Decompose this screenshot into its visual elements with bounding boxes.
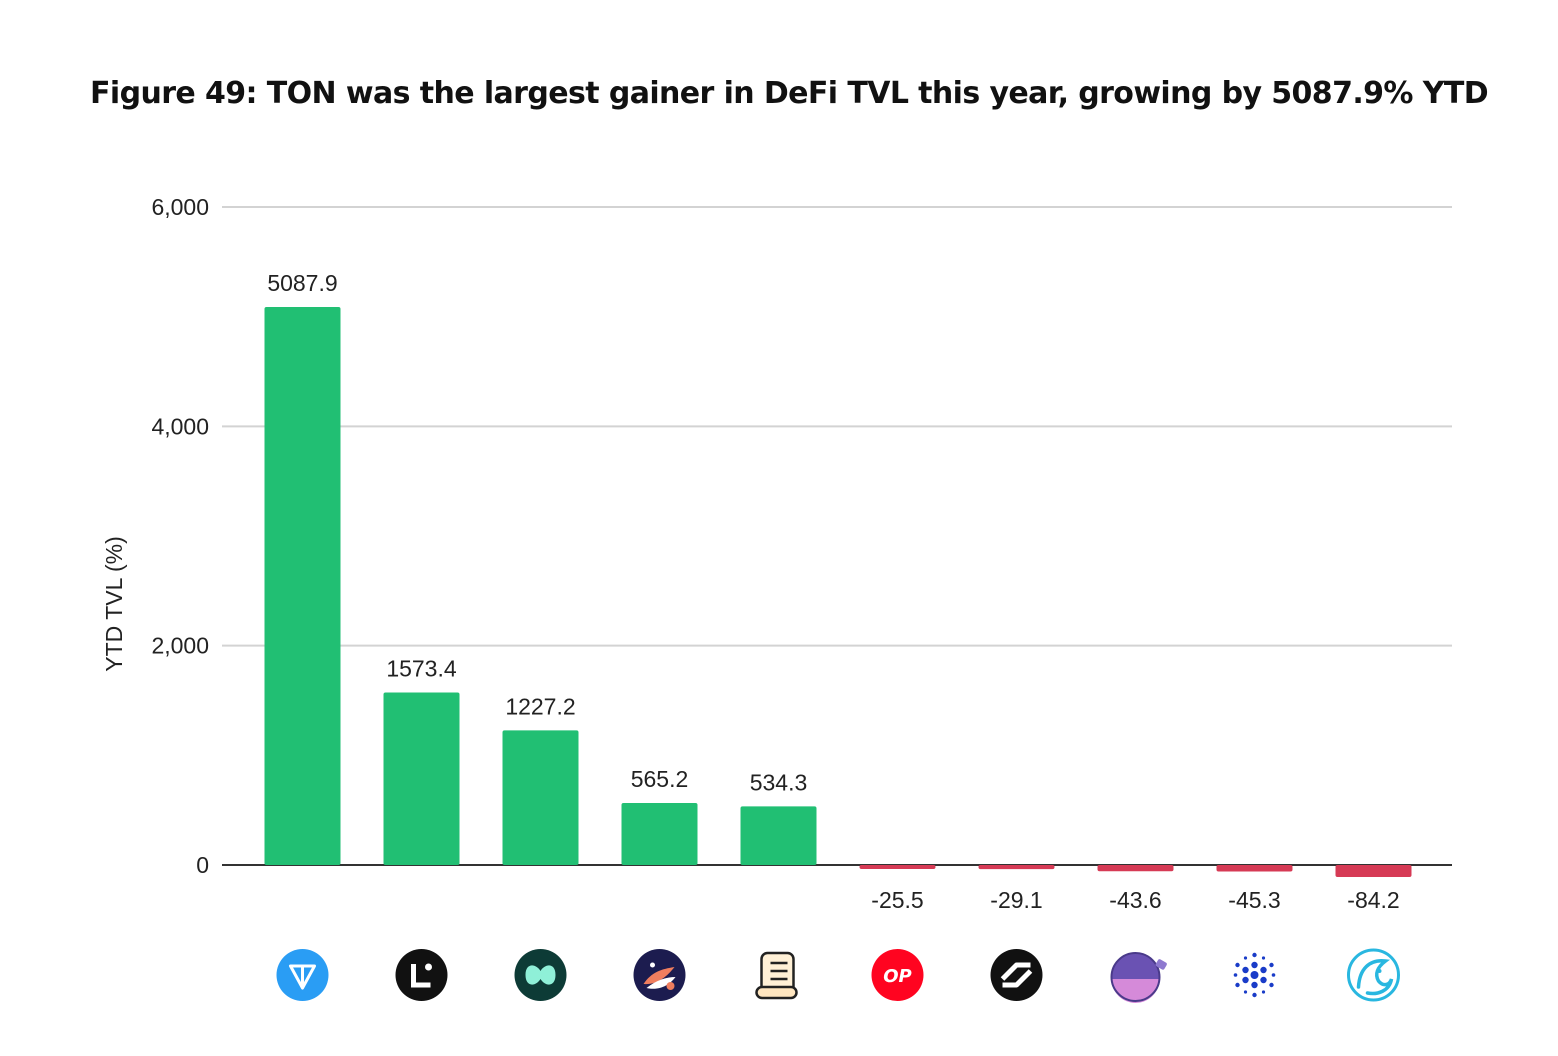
hyperliquid-icon: [514, 949, 567, 1001]
bar-linea: [383, 692, 460, 865]
bar-value-label: 565.2: [631, 766, 689, 792]
bars: [264, 307, 1412, 878]
bar-value-label: -84.2: [1347, 887, 1399, 913]
y-tick-label: 0: [196, 852, 209, 878]
bar-optimism: [859, 865, 936, 869]
bar-hyperliquid: [502, 730, 579, 865]
bar-value-labels: 5087.9 1573.4 1227.2 565.2 534.3 -25.5 -29.1 -4…: [267, 270, 1399, 913]
bar-starknet: [621, 803, 698, 865]
bar-kava: [1335, 865, 1412, 878]
cardano-icon: [1233, 952, 1276, 998]
kava-icon: [1347, 948, 1400, 1002]
bar-value-label: -45.3: [1228, 887, 1280, 913]
bar-value-label: 1227.2: [505, 693, 575, 719]
category-icons: OP: [276, 948, 1400, 1003]
bar-thorchain: [978, 865, 1055, 870]
bar-ton: [264, 307, 341, 865]
bar-value-label: -25.5: [871, 887, 923, 913]
bar-value-label: 5087.9: [267, 270, 337, 296]
y-axis-ticks: 0 2,000 4,000 6,000: [151, 194, 209, 878]
y-tick-label: 4,000: [151, 413, 209, 439]
bar-value-label: -29.1: [990, 887, 1042, 913]
scroll-icon: [755, 951, 798, 1000]
optimism-icon: OP: [871, 949, 924, 1001]
bar-blast: [1097, 865, 1174, 872]
ton-icon: [276, 949, 329, 1001]
bar-cardano: [1216, 865, 1293, 872]
chart-title: Figure 49: TON was the largest gainer in…: [90, 76, 1489, 111]
thorchain-icon: [990, 949, 1043, 1001]
bar-value-label: 1573.4: [386, 655, 457, 681]
bar-value-label: -43.6: [1109, 887, 1161, 913]
svg-text:OP: OP: [883, 966, 912, 987]
starknet-icon: [633, 949, 686, 1001]
bar-value-label: 534.3: [750, 769, 808, 795]
y-tick-label: 2,000: [151, 633, 209, 659]
y-tick-label: 6,000: [151, 194, 209, 220]
blast-icon: [1110, 952, 1167, 1003]
linea-icon: [395, 949, 448, 1001]
y-axis-title: YTD TVL (%): [101, 536, 127, 671]
bar-scroll: [740, 806, 817, 865]
